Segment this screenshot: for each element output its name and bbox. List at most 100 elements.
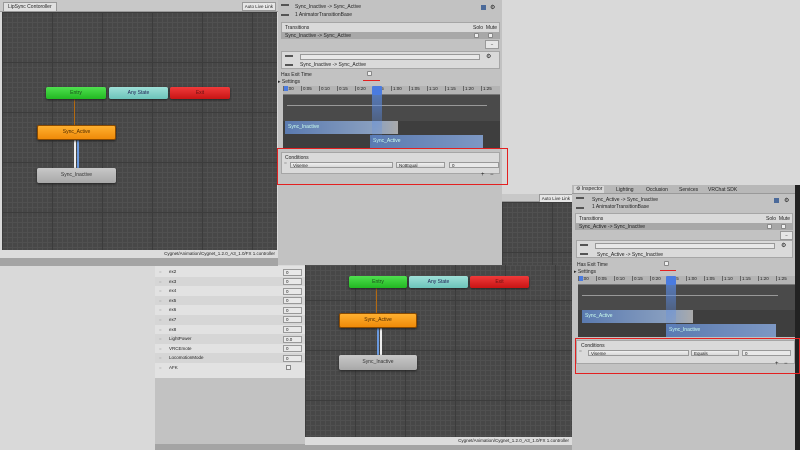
sync-inactive-node[interactable]: Sync_Inactive xyxy=(339,355,417,370)
parameter-row[interactable]: = ex7 0 xyxy=(155,314,305,325)
has-exit-time-label: Has Exit Time xyxy=(577,262,608,268)
timeline-bar-source[interactable]: Sync_Inactive xyxy=(285,121,398,134)
has-exit-time-checkbox[interactable] xyxy=(367,71,372,76)
any-state-node[interactable]: Any State xyxy=(109,87,168,99)
start-marker[interactable] xyxy=(284,86,288,91)
parameter-value[interactable]: 0 xyxy=(283,354,302,362)
tab-services[interactable]: Services xyxy=(679,187,699,193)
parameter-value[interactable]: 0 xyxy=(283,268,302,276)
afk-checkbox[interactable] xyxy=(286,364,291,370)
settings-icon[interactable] xyxy=(481,5,486,10)
parameter-row[interactable]: = ex6 0 xyxy=(155,305,305,315)
timeline-bar-destination[interactable]: Sync_Active xyxy=(370,135,483,148)
animator-graph-2-top[interactable] xyxy=(502,202,572,265)
condition-value-field[interactable]: 0 xyxy=(449,162,499,168)
transition-arrow-selected[interactable] xyxy=(377,328,379,355)
gear-icon[interactable]: ⚙ xyxy=(784,198,790,204)
condition-value-field[interactable]: 0 xyxy=(742,350,791,356)
mute-checkbox[interactable] xyxy=(488,33,493,38)
transition-arrow[interactable] xyxy=(74,99,75,125)
transition-row[interactable]: Sync_Active -> Sync_Inactive xyxy=(576,223,792,230)
sync-active-node[interactable]: Sync_Active xyxy=(339,313,417,328)
inspector-subtitle: 1 AnimatorTransitionBase xyxy=(592,204,650,210)
condition-mode-dropdown[interactable]: NotEqual xyxy=(396,162,445,168)
tick: 0:10 xyxy=(614,276,632,281)
parameter-row[interactable]: = ex5 0 xyxy=(155,295,305,306)
solo-checkbox[interactable] xyxy=(767,224,772,229)
tab-lighting[interactable]: Lighting xyxy=(616,187,634,193)
parameter-value[interactable]: 0 xyxy=(283,345,302,353)
timeline-ruler[interactable]: 0:000:050:100:150:200:251:001:051:101:15… xyxy=(578,276,795,285)
inspector-panel-1: Sync_Inactive -> Sync_Active 1 AnimatorT… xyxy=(278,0,502,265)
parameter-value[interactable]: 0 xyxy=(283,278,302,286)
add-condition-button[interactable]: + xyxy=(481,172,485,178)
remove-transition-button[interactable]: − xyxy=(485,40,499,49)
parameter-value[interactable]: 0.0 xyxy=(283,335,302,343)
transition-row-label: Sync_Active -> Sync_Inactive xyxy=(579,224,646,230)
timeline-ruler[interactable]: 0:000:050:100:150:200:251:001:051:101:15… xyxy=(283,86,500,95)
condition-parameter-dropdown[interactable]: Viseme xyxy=(588,350,689,356)
condition-parameter-dropdown[interactable]: Viseme xyxy=(290,162,393,168)
entry-node[interactable]: Entry xyxy=(349,276,407,288)
transition-arrow[interactable] xyxy=(380,328,382,355)
settings-foldout[interactable]: ▸ Settings xyxy=(574,269,596,275)
exit-node[interactable]: Exit xyxy=(170,87,230,99)
timeline-bar-destination[interactable]: Sync_Inactive xyxy=(666,324,776,337)
animator-graph-2[interactable] xyxy=(305,265,572,437)
parameter-row[interactable]: = VRCEmote 0 xyxy=(155,343,305,354)
entry-node[interactable]: Entry xyxy=(46,87,106,99)
gear-icon[interactable]: ⚙ xyxy=(490,5,496,11)
add-condition-button[interactable]: + xyxy=(775,361,779,367)
has-exit-time-checkbox[interactable] xyxy=(664,261,669,266)
remove-condition-button[interactable]: − xyxy=(784,361,788,367)
sync-active-node[interactable]: Sync_Active xyxy=(37,125,116,140)
transition-timeline[interactable]: Sync_Active Sync_Inactive xyxy=(578,285,795,337)
transition-icon xyxy=(580,244,588,255)
gear-icon[interactable]: ⚙ xyxy=(486,54,492,60)
remove-transition-button[interactable]: − xyxy=(780,231,793,240)
sync-inactive-node[interactable]: Sync_Inactive xyxy=(37,168,116,183)
tab-vrchat-sdk[interactable]: VRChat SDK xyxy=(708,187,738,193)
animator-graph-1[interactable] xyxy=(2,12,277,250)
parameter-value[interactable]: 0 xyxy=(283,297,302,305)
timeline-bar-source[interactable]: Sync_Active xyxy=(582,310,693,323)
status-bar xyxy=(305,445,572,450)
transition-timeline[interactable]: Sync_Inactive Sync_Active xyxy=(283,95,500,148)
transition-name-field[interactable] xyxy=(300,54,480,60)
transition-marker[interactable] xyxy=(666,276,676,285)
parameter-row[interactable]: = LightPower 0.0 xyxy=(155,334,305,344)
parameter-row[interactable]: = ex2 0 xyxy=(155,267,305,277)
condition-mode-dropdown[interactable]: Equals xyxy=(691,350,739,356)
parameter-value[interactable]: 0 xyxy=(283,306,302,314)
transition-marker[interactable] xyxy=(372,86,382,95)
parameter-row[interactable]: = ex3 0 xyxy=(155,276,305,287)
transition-row[interactable]: Sync_Inactive -> Sync_Active xyxy=(282,32,499,39)
solo-checkbox[interactable] xyxy=(474,33,479,38)
parameter-value[interactable]: 0 xyxy=(283,287,302,295)
tab-inspector[interactable]: ⚙ Inspector xyxy=(574,186,605,193)
settings-icon[interactable] xyxy=(774,198,779,203)
transition-arrow-selected[interactable] xyxy=(77,140,79,168)
settings-foldout[interactable]: ▸ Settings xyxy=(278,79,300,85)
start-marker[interactable] xyxy=(579,276,583,281)
gear-icon[interactable]: ⚙ xyxy=(781,243,787,249)
transition-arrow[interactable] xyxy=(74,140,76,168)
parameter-name: VRCEmote xyxy=(169,345,192,351)
conditions-highlight xyxy=(277,148,508,185)
tab-occlusion[interactable]: Occlusion xyxy=(646,187,668,193)
tick: 0:10 xyxy=(319,86,337,91)
transition-name-field[interactable] xyxy=(595,243,775,249)
parameter-row[interactable]: = ex4 0 xyxy=(155,286,305,296)
parameter-value[interactable]: 0 xyxy=(283,316,302,324)
any-state-node[interactable]: Any State xyxy=(409,276,468,288)
animator-tab[interactable]: LipSync Contoroller xyxy=(3,2,57,11)
parameter-row[interactable]: = LocomotionMode 0 xyxy=(155,353,305,363)
parameter-row[interactable]: = ex8 0 xyxy=(155,324,305,335)
exit-node[interactable]: Exit xyxy=(470,276,529,288)
auto-live-link-button[interactable]: Auto Live Link xyxy=(241,2,276,11)
parameter-row[interactable]: = AFK xyxy=(155,362,305,373)
parameter-value[interactable]: 0 xyxy=(283,326,302,334)
remove-condition-button[interactable]: − xyxy=(490,172,494,178)
mute-checkbox[interactable] xyxy=(781,224,786,229)
transition-arrow[interactable] xyxy=(376,288,377,313)
